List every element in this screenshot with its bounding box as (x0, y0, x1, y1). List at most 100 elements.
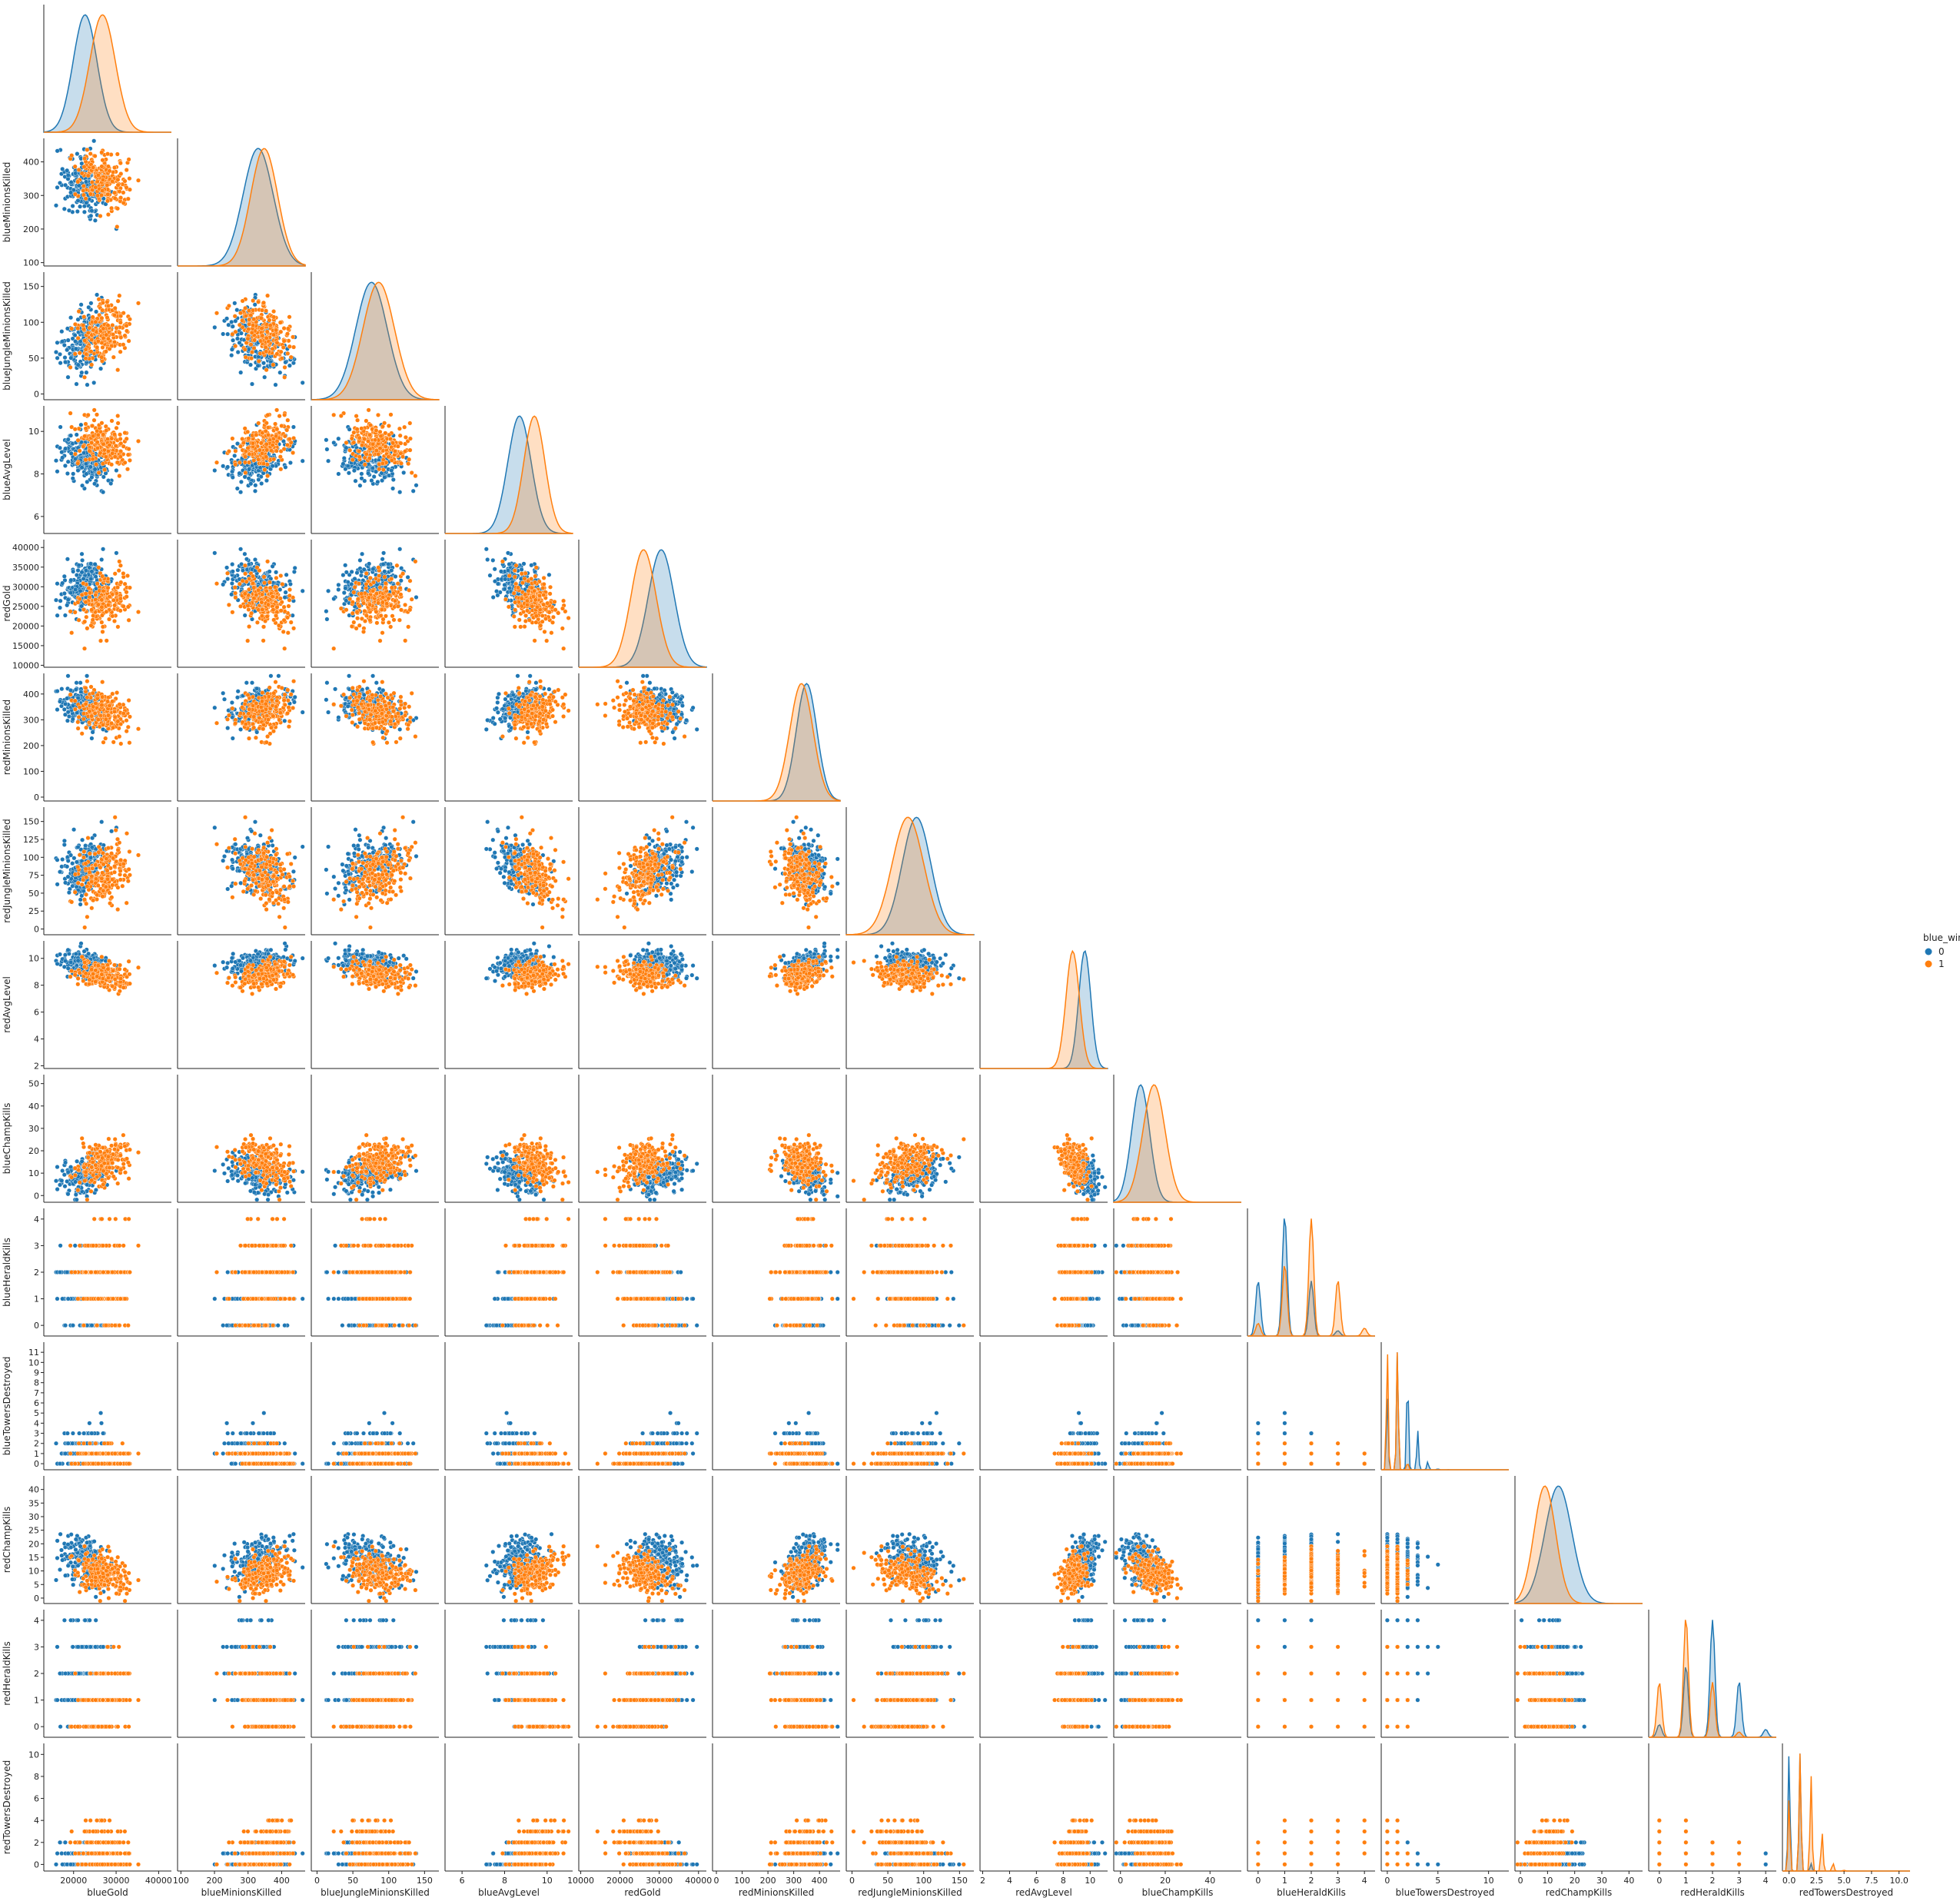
point-class-0 (284, 590, 288, 595)
point-class-1 (377, 566, 381, 570)
point-class-1 (105, 315, 110, 320)
point-class-1 (287, 315, 292, 320)
point-class-1 (247, 577, 251, 581)
point-class-1 (360, 443, 364, 447)
point-class-0 (63, 355, 68, 360)
point-class-1 (247, 624, 251, 629)
point-class-0 (66, 437, 71, 442)
point-class-1 (378, 586, 383, 590)
point-class-1 (402, 425, 407, 430)
point-class-1 (366, 439, 370, 444)
point-class-0 (342, 456, 347, 460)
point-class-0 (62, 207, 67, 211)
point-class-0 (383, 570, 387, 574)
point-class-1 (121, 444, 126, 449)
point-class-1 (96, 603, 101, 607)
y-tick-label: 400 (23, 158, 39, 168)
point-class-0 (221, 332, 225, 337)
point-class-0 (287, 364, 292, 368)
point-class-1 (247, 460, 251, 465)
point-class-1 (101, 301, 105, 305)
point-class-1 (116, 625, 121, 630)
point-class-0 (75, 680, 79, 685)
point-class-1 (537, 593, 542, 598)
point-class-1 (548, 592, 553, 597)
point-class-0 (80, 371, 85, 375)
point-class-1 (85, 679, 90, 683)
point-class-1 (291, 626, 296, 631)
point-class-1 (264, 367, 269, 372)
point-class-1 (85, 148, 90, 152)
point-class-1 (271, 363, 276, 367)
panel-redGold-vs-blueGold: 10000150002000025000300003500040000redGo… (2, 540, 171, 670)
point-class-1 (136, 178, 141, 183)
point-class-0 (360, 472, 364, 477)
point-class-1 (403, 449, 407, 454)
point-class-1 (89, 714, 94, 719)
point-class-1 (76, 326, 81, 331)
point-class-1 (527, 589, 531, 593)
y-axis-label-blueJungleMinionsKilled: blueJungleMinionsKilled (2, 281, 12, 391)
point-class-1 (408, 437, 413, 441)
point-class-1 (274, 449, 279, 454)
point-class-1 (84, 197, 88, 201)
point-class-1 (414, 474, 418, 478)
point-class-0 (344, 446, 349, 450)
point-class-1 (101, 740, 106, 745)
point-class-1 (266, 433, 271, 437)
point-class-1 (282, 646, 287, 651)
point-class-0 (278, 371, 283, 375)
point-class-1 (100, 308, 105, 313)
point-class-1 (98, 451, 103, 456)
point-class-0 (90, 570, 95, 574)
point-class-0 (243, 613, 247, 618)
point-class-1 (279, 467, 284, 472)
y-axis-label-redMinionsKilled: redMinionsKilled (2, 700, 12, 775)
point-class-1 (115, 414, 120, 418)
point-class-1 (540, 620, 545, 624)
point-class-0 (55, 581, 60, 586)
point-class-1 (364, 613, 369, 618)
y-tick-label: 40000 (12, 543, 39, 553)
point-class-0 (494, 589, 499, 593)
point-class-1 (244, 355, 248, 360)
point-class-1 (128, 458, 132, 463)
point-class-0 (77, 184, 81, 188)
point-class-0 (292, 570, 297, 574)
point-class-0 (76, 568, 81, 573)
point-class-0 (99, 557, 104, 562)
point-class-1 (73, 192, 78, 197)
point-class-0 (366, 471, 370, 476)
point-class-1 (286, 327, 291, 331)
point-class-1 (390, 441, 395, 446)
point-class-0 (394, 574, 398, 579)
point-class-0 (85, 383, 90, 387)
point-class-1 (95, 693, 100, 697)
point-class-1 (76, 438, 81, 443)
point-class-1 (125, 590, 129, 595)
point-class-0 (213, 551, 218, 556)
point-class-1 (91, 457, 95, 462)
point-class-0 (271, 564, 275, 569)
point-class-1 (119, 335, 124, 340)
point-class-1 (380, 630, 385, 635)
point-class-1 (360, 592, 364, 597)
point-class-1 (260, 614, 264, 619)
point-class-1 (513, 608, 517, 613)
point-class-0 (491, 558, 496, 563)
point-class-1 (109, 206, 114, 211)
point-class-1 (91, 705, 95, 710)
point-class-1 (106, 192, 111, 197)
point-class-0 (380, 557, 385, 562)
point-class-0 (89, 301, 94, 306)
point-class-1 (73, 610, 78, 615)
point-class-1 (94, 593, 98, 597)
point-class-1 (121, 201, 126, 205)
point-class-1 (291, 335, 295, 340)
point-class-0 (284, 573, 289, 577)
point-class-0 (69, 451, 74, 456)
point-class-1 (77, 168, 81, 172)
point-class-0 (65, 696, 69, 701)
point-class-1 (246, 337, 251, 341)
point-class-1 (112, 432, 117, 437)
